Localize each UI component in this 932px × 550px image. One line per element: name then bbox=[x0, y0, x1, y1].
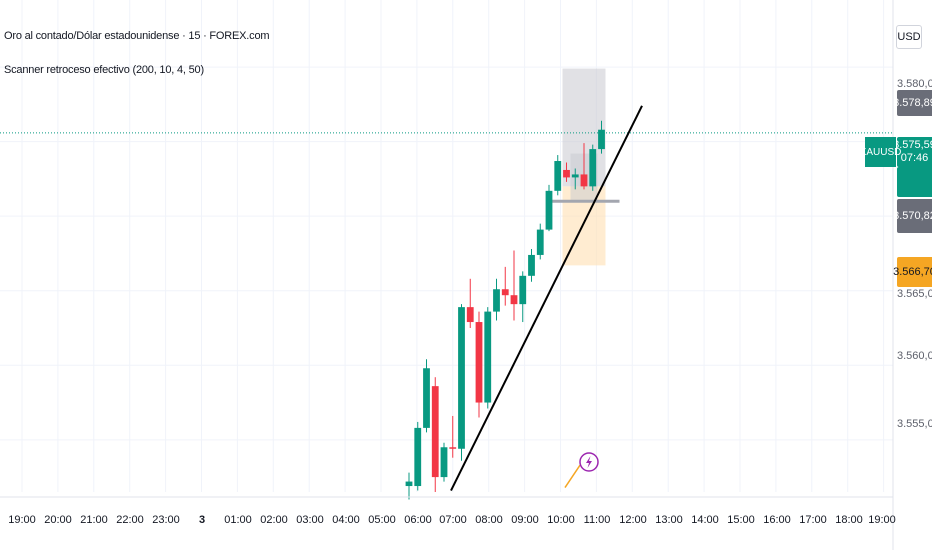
candle-body bbox=[571, 174, 579, 178]
price-tag-low: 3.570,82 bbox=[893, 199, 932, 233]
x-tick-label: 12:00 bbox=[619, 514, 647, 526]
x-tick-label: 19:00 bbox=[868, 514, 896, 526]
candle-body bbox=[484, 311, 492, 403]
candle-body bbox=[449, 447, 457, 449]
candle-body bbox=[598, 129, 605, 150]
candle-body bbox=[431, 386, 439, 478]
candle-body bbox=[493, 289, 500, 312]
x-tick-label: 22:00 bbox=[116, 514, 144, 526]
candle-body bbox=[501, 289, 509, 296]
symbol-tag: XAUUSD bbox=[860, 137, 901, 167]
candle-body bbox=[554, 161, 562, 191]
x-tick-label: 15:00 bbox=[727, 514, 755, 526]
candle-body bbox=[528, 254, 535, 276]
countdown-label: 07:46 bbox=[900, 152, 929, 164]
y-tick-label: 3.555,00 bbox=[897, 418, 932, 430]
overlays bbox=[0, 105, 893, 491]
candle-body bbox=[466, 307, 474, 323]
candle-body bbox=[423, 368, 430, 428]
x-tick-label: 04:00 bbox=[332, 514, 360, 526]
x-tick-label: 07:00 bbox=[439, 514, 467, 526]
x-tick-label: 14:00 bbox=[691, 514, 719, 526]
x-tick-label: 16:00 bbox=[763, 514, 791, 526]
price-tag-orange: 3.566,70 bbox=[893, 257, 932, 287]
currency-button[interactable]: USD bbox=[896, 25, 922, 49]
price-tag-current: 3.575,59 07:46 bbox=[893, 137, 932, 167]
x-tick-label: 21:00 bbox=[80, 514, 108, 526]
y-tick-label: 3.565,00 bbox=[897, 288, 932, 300]
price-tag-current-ext bbox=[897, 167, 932, 197]
candle-body bbox=[519, 275, 527, 305]
lightning-icon bbox=[586, 456, 592, 468]
x-tick-label: 09:00 bbox=[511, 514, 539, 526]
candle-body bbox=[510, 295, 518, 305]
x-tick-label: 08:00 bbox=[475, 514, 503, 526]
candle-body bbox=[458, 307, 465, 449]
x-tick-label: 3 bbox=[198, 514, 206, 526]
x-tick-label: 13:00 bbox=[655, 514, 683, 526]
indicator-label[interactable]: Scanner retroceso efectivo (200, 10, 4, … bbox=[4, 64, 204, 76]
candle-body bbox=[589, 149, 597, 187]
x-tick-label: 17:00 bbox=[799, 514, 827, 526]
price-tag-top: 3.578,89 bbox=[893, 90, 932, 116]
candle-body bbox=[536, 229, 544, 255]
grid bbox=[0, 0, 893, 492]
current-price-label: 3.575,59 bbox=[893, 139, 932, 151]
trendline bbox=[450, 105, 643, 491]
x-tick-label: 02:00 bbox=[260, 514, 288, 526]
x-tick-label: 10:00 bbox=[547, 514, 575, 526]
x-tick-label: 05:00 bbox=[368, 514, 396, 526]
candles bbox=[405, 120, 605, 500]
candle-body bbox=[414, 427, 422, 487]
x-tick-label: 20:00 bbox=[44, 514, 72, 526]
candle-body bbox=[545, 190, 553, 230]
x-tick-label: 03:00 bbox=[296, 514, 324, 526]
candle-body bbox=[475, 322, 483, 403]
chart-title: Oro al contado/Dólar estadounidense · 15… bbox=[4, 30, 270, 42]
y-tick-label: 3.580,00 bbox=[897, 78, 932, 90]
x-tick-label: 06:00 bbox=[404, 514, 432, 526]
x-tick-label: 11:00 bbox=[583, 514, 611, 526]
candle-body bbox=[580, 174, 588, 187]
signal-pointer bbox=[564, 464, 581, 488]
y-tick-label: 3.560,00 bbox=[897, 350, 932, 362]
axes bbox=[0, 0, 894, 550]
x-tick-label: 18:00 bbox=[835, 514, 863, 526]
candle-body bbox=[563, 169, 570, 178]
x-tick-label: 19:00 bbox=[8, 514, 36, 526]
candle-body bbox=[405, 481, 413, 487]
candle-body bbox=[440, 447, 448, 478]
x-tick-label: 01:00 bbox=[224, 514, 252, 526]
x-tick-label: 23:00 bbox=[152, 514, 180, 526]
